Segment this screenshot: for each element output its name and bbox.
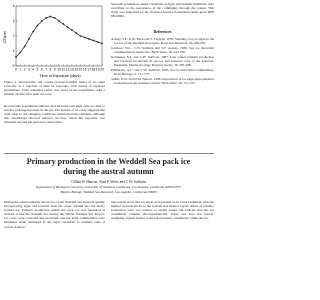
references-heading: References — [153, 30, 172, 34]
data-point — [71, 29, 73, 31]
body-text: Recoverable populations indicate that ba… — [4, 104, 105, 125]
data-point — [49, 15, 52, 18]
y-tick-label: 1 — [13, 49, 15, 53]
body-text: Our results show that ice algae were pre… — [111, 200, 214, 221]
data-point — [58, 20, 60, 22]
y-tick-label: 3 — [13, 19, 15, 23]
data-point — [96, 41, 99, 43]
x-tick-label: 10 — [57, 68, 61, 72]
plot-frame — [15, 5, 103, 67]
x-tick-label: 20 — [100, 68, 104, 72]
x-tick-label: 13 — [70, 68, 74, 72]
x-tick-label: 14 — [74, 68, 78, 72]
x-tick-label: 19 — [96, 68, 100, 72]
reference: Ackley, S.F., K.R. Buck and S. Taguchi. … — [111, 37, 214, 46]
x-tick-label: 2 — [24, 68, 26, 72]
body-text: During the austral autumn, the sea ice o… — [4, 200, 105, 229]
rule — [4, 153, 214, 154]
authors: Gillian H. Hanson, Alan F. Weiss and C.W… — [71, 180, 146, 184]
data-point — [36, 24, 39, 27]
x-tick-label: 5 — [37, 68, 39, 72]
data-line — [15, 16, 103, 58]
data-point — [92, 39, 95, 42]
data-point — [32, 30, 35, 33]
data-point — [28, 38, 30, 40]
y-tick-label: 2 — [13, 34, 15, 38]
affiliation: Marine Biology, Weddell Sea Research, Lo… — [60, 190, 157, 194]
data-point — [101, 42, 103, 45]
references: Ackley, S.F., K.R. Buck and S. Taguchi. … — [111, 37, 214, 150]
x-tick-label: 16 — [83, 68, 87, 72]
y-axis-label: CFU/ml — [3, 31, 7, 43]
y-tick-label: 0 — [13, 64, 15, 68]
x-tick-label: 1 — [19, 68, 21, 72]
reference: Palmisano, A.C. and C.W. Sullivan. 1983.… — [111, 68, 214, 77]
x-tick-label: 0 — [15, 68, 17, 72]
reference: Garrison, D.L., C.W. Sullivan and S.F. A… — [111, 45, 214, 55]
data-point — [53, 17, 56, 19]
x-tick-label: 7 — [45, 68, 47, 72]
x-tick-label: 12 — [66, 68, 70, 72]
x-tick-label: 8 — [50, 68, 52, 72]
x-tick-label: 6 — [41, 68, 43, 72]
article-title: Primary production in the Weddell Sea pa… — [26, 157, 191, 176]
affiliation: Department of Biological Sciences, Unive… — [35, 185, 182, 189]
x-tick-label: 3 — [28, 68, 30, 72]
data-point — [79, 35, 82, 37]
data-point — [75, 32, 78, 34]
x-axis-label: Time of Exposure (days) — [39, 74, 81, 78]
x-tick-label: 4 — [32, 68, 34, 72]
x-tick-label: 18 — [92, 68, 96, 72]
data-point — [66, 26, 69, 28]
data-point — [19, 51, 22, 54]
reference: Smith, W.O. and D.M. Nelson. 1986. Impor… — [111, 77, 214, 86]
data-point — [15, 56, 17, 58]
data-point — [23, 45, 26, 48]
data-point — [40, 20, 43, 22]
body-text: Sporadic production, under conditions of… — [111, 2, 214, 19]
x-tick-label: 17 — [87, 68, 91, 72]
x-tick-label: 11 — [62, 68, 66, 72]
x-tick-label: 9 — [54, 68, 56, 72]
data-point — [62, 23, 65, 25]
data-point — [88, 38, 90, 40]
figure-caption: Figure 1. Recoverable cell counts (colon… — [4, 80, 105, 97]
x-tick-label: 15 — [79, 68, 83, 72]
data-point — [83, 36, 86, 39]
data-point — [45, 17, 47, 19]
reference: Kottmeier, S.T. and C.W. Sullivan. 1987.… — [111, 54, 214, 68]
y-tick-label: 4 — [13, 4, 15, 8]
